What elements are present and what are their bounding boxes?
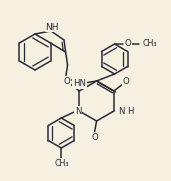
Text: O: O [124, 39, 131, 49]
Text: NH: NH [45, 22, 59, 31]
Text: CH₃: CH₃ [54, 159, 69, 167]
Text: CH₃: CH₃ [143, 39, 157, 49]
Text: O: O [64, 77, 71, 85]
Text: N: N [118, 108, 124, 117]
Text: N: N [75, 106, 82, 115]
Text: H: H [127, 108, 133, 117]
Text: O: O [123, 77, 129, 85]
Text: O: O [91, 132, 98, 142]
Text: HN: HN [73, 79, 86, 89]
